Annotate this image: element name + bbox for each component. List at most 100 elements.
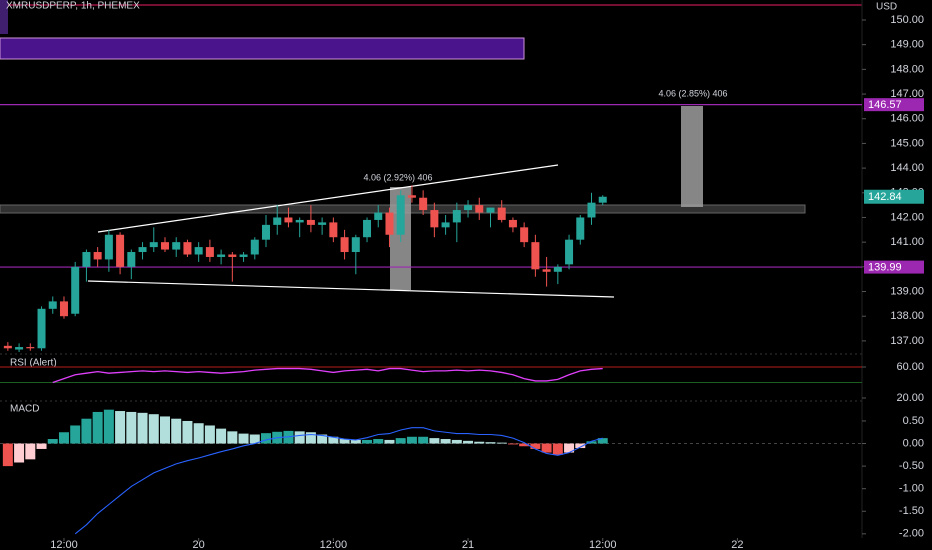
- macd-histogram-bar: [395, 438, 406, 444]
- y-tick-label: 138.00: [890, 310, 924, 322]
- candle-body: [407, 195, 416, 198]
- candle-body: [26, 347, 35, 349]
- measure-box: [681, 106, 703, 207]
- y-tick-label: 0.00: [903, 437, 924, 449]
- macd-histogram-bar: [440, 439, 451, 444]
- macd-histogram-bar: [58, 432, 69, 444]
- candle-body: [497, 207, 506, 220]
- candle-body: [464, 205, 473, 211]
- macd-histogram-bar: [519, 443, 530, 447]
- supply-zone: [0, 37, 525, 60]
- y-tick-label: 141.00: [890, 236, 924, 248]
- price-label-box: [864, 98, 924, 112]
- macd-histogram-bar: [485, 442, 496, 444]
- macd-histogram-bar: [115, 411, 126, 444]
- macd-histogram-bar: [238, 433, 249, 444]
- candle-body: [284, 217, 293, 223]
- macd-histogram-bar: [507, 443, 518, 445]
- x-tick-label: 21: [462, 539, 474, 550]
- trendline: [87, 280, 615, 298]
- chart-title: XMRUSDPERP, 1h, PHEMEX: [6, 1, 140, 12]
- candle-body: [104, 234, 113, 260]
- macd-histogram-bar: [339, 439, 350, 444]
- macd-histogram-bar: [227, 431, 238, 444]
- candle-body: [598, 196, 607, 203]
- macd-histogram-bar: [463, 440, 474, 444]
- macd-histogram-bar: [47, 439, 58, 444]
- trendline: [97, 164, 559, 233]
- macd-histogram-bar: [496, 442, 507, 444]
- candle-body: [486, 207, 495, 213]
- x-tick-label: 12:00: [50, 539, 78, 550]
- macd-histogram-bar: [350, 439, 361, 444]
- candle-body: [430, 210, 439, 228]
- y-tick-label: -2.00: [899, 528, 924, 540]
- candle-body: [250, 239, 259, 255]
- zone-marker: [0, 0, 8, 34]
- y-tick-label: 144.00: [890, 162, 924, 174]
- macd-histogram-bar: [216, 428, 227, 444]
- macd-histogram-bar: [530, 443, 541, 449]
- candle-body: [587, 202, 596, 218]
- rsi-line: [52, 367, 603, 384]
- macd-histogram-bar: [564, 443, 575, 453]
- candle-body: [531, 242, 540, 270]
- y-tick-label: 150.00: [890, 14, 924, 26]
- macd-histogram-bar: [126, 411, 137, 444]
- measure-label: 4.06 (2.92%) 406: [363, 172, 432, 182]
- y-tick-label: 147.00: [890, 88, 924, 100]
- candle-body: [93, 252, 102, 260]
- macd-histogram-bar: [305, 432, 316, 444]
- price-label-box: [864, 260, 924, 274]
- pane-title: MACD: [10, 404, 39, 415]
- candle-body: [59, 301, 68, 317]
- candle-body: [306, 219, 315, 225]
- candle-body: [183, 242, 192, 255]
- y-tick-label: 139.00: [890, 285, 924, 297]
- candle-body: [318, 222, 327, 225]
- candle-body: [520, 227, 529, 243]
- candle-body: [553, 266, 562, 272]
- axis-unit: USD: [876, 2, 897, 13]
- y-tick-label: 137.00: [890, 335, 924, 347]
- candle-body: [116, 234, 125, 267]
- y-tick-label: 20.00: [896, 392, 924, 404]
- candle-body: [205, 247, 214, 257]
- y-tick-label: 146.00: [890, 113, 924, 125]
- macd-histogram-bar: [103, 409, 114, 444]
- candle-body: [138, 247, 147, 253]
- last-price-label: 142.84: [868, 191, 902, 203]
- macd-histogram-bar: [451, 439, 462, 444]
- candle-body: [295, 219, 304, 223]
- macd-histogram-bar: [406, 436, 417, 444]
- candle-body: [71, 266, 80, 314]
- macd-histogram-bar: [25, 443, 36, 460]
- macd-line: [74, 427, 603, 535]
- x-tick-label: 22: [731, 539, 743, 550]
- candle-body: [385, 212, 394, 235]
- candle-body: [508, 219, 517, 228]
- y-tick-label: -0.50: [899, 460, 924, 472]
- price-label: 139.99: [868, 261, 902, 273]
- macd-histogram-bar: [552, 443, 563, 455]
- candle-body: [48, 301, 57, 309]
- y-tick-label: 142.00: [890, 211, 924, 223]
- macd-histogram-bar: [328, 436, 339, 444]
- candle-body: [194, 247, 203, 255]
- macd-histogram-bar: [317, 434, 328, 444]
- macd-histogram-bar: [171, 418, 182, 444]
- macd-histogram-bar: [362, 439, 373, 444]
- y-tick-label: 145.00: [890, 137, 924, 149]
- x-tick-label: 20: [193, 539, 205, 550]
- pane-title: RSI (Alert): [10, 358, 57, 369]
- candle-body: [340, 237, 349, 253]
- macd-histogram-bar: [586, 441, 597, 444]
- x-tick-label: 12:00: [589, 539, 617, 550]
- x-tick-label: 12:00: [320, 539, 348, 550]
- macd-histogram-bar: [294, 431, 305, 444]
- candle-body: [419, 197, 428, 211]
- candle-body: [441, 222, 450, 228]
- macd-histogram-bar: [159, 416, 170, 444]
- candle-body: [82, 252, 91, 267]
